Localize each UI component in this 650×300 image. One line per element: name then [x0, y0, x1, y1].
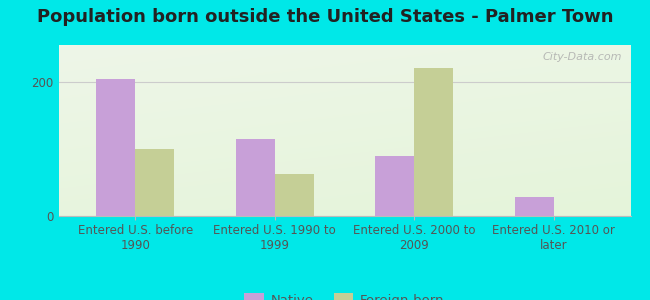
Bar	[414, 68, 453, 216]
Bar	[135, 149, 174, 216]
Legend: Native, Foreign-born: Native, Foreign-born	[239, 288, 450, 300]
Bar	[275, 174, 314, 216]
Bar	[96, 79, 135, 216]
Text: City-Data.com: City-Data.com	[542, 52, 622, 62]
Bar	[375, 156, 414, 216]
Text: Population born outside the United States - Palmer Town: Population born outside the United State…	[37, 8, 613, 26]
Bar	[515, 197, 554, 216]
Bar	[236, 139, 275, 216]
